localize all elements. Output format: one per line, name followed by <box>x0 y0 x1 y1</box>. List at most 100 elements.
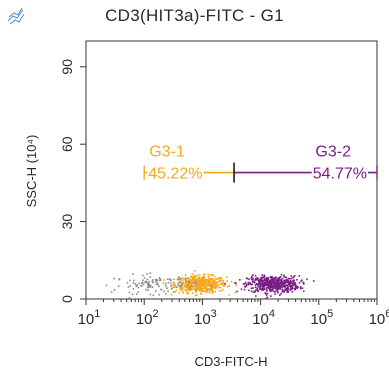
event-point-g3-1 <box>186 282 188 285</box>
event-point-g3-2 <box>293 276 295 278</box>
event-point-g3-1 <box>214 275 216 278</box>
chart-title: CD3(HIT3a)-FITC - G1 <box>105 6 284 25</box>
event-point-debris <box>177 284 180 286</box>
event-point-g3-1 <box>195 282 197 285</box>
event-point-g3-1 <box>197 283 199 285</box>
event-point-g3-2 <box>245 277 248 280</box>
event-point-g3-1 <box>193 281 196 283</box>
event-point-g3-2 <box>275 287 277 290</box>
event-point-g3-1 <box>179 289 182 291</box>
gate-name-label: G3-2 <box>315 144 351 161</box>
event-point-g3-1 <box>226 285 229 288</box>
event-point-g3-1 <box>211 287 214 290</box>
event-point-g3-2 <box>281 282 283 284</box>
event-point-debris <box>163 290 165 293</box>
event-point-g3-2 <box>279 282 282 284</box>
event-point-g3-1 <box>188 279 190 281</box>
event-point-g3-1 <box>205 290 207 293</box>
event-point-g3-1 <box>206 289 208 291</box>
event-point-g3-1 <box>218 279 221 282</box>
event-point-g3-2 <box>286 281 289 283</box>
event-point-g3-2 <box>261 287 264 289</box>
event-point-g3-1 <box>173 286 176 289</box>
event-point-g3-2 <box>252 287 254 289</box>
event-point-g3-1 <box>225 276 228 278</box>
event-point-g3-2 <box>259 283 262 285</box>
event-point-debris <box>181 282 184 285</box>
event-point-g3-2 <box>275 285 278 287</box>
event-point-g3-1 <box>195 291 197 293</box>
event-point-g3-2 <box>271 284 273 287</box>
event-point-g3-2 <box>239 279 241 281</box>
event-point-g3-2 <box>267 283 270 285</box>
event-point-g3-2 <box>252 279 254 281</box>
event-point-debris <box>154 290 157 292</box>
event-point-g3-1 <box>190 280 192 283</box>
event-point-debris <box>132 282 135 284</box>
event-point-debris <box>177 278 180 281</box>
event-point-g3-2 <box>293 275 296 277</box>
event-point-g3-1 <box>189 276 192 278</box>
event-point-g3-1 <box>212 285 215 287</box>
event-point-g3-1 <box>218 289 221 292</box>
event-point-g3-2 <box>263 287 266 289</box>
event-point-g3-2 <box>274 285 276 288</box>
event-point-g3-2 <box>242 283 245 285</box>
event-point-g3-1 <box>218 277 221 280</box>
event-point-g3-1 <box>214 287 216 289</box>
event-point-debris <box>146 286 149 289</box>
event-point-g3-1 <box>209 281 212 284</box>
event-point-debris <box>135 284 138 286</box>
event-point-g3-2 <box>245 283 248 285</box>
event-point-g3-2 <box>263 288 266 290</box>
event-point-g3-2 <box>250 278 253 281</box>
event-point-debris <box>149 272 152 274</box>
event-point-g3-1 <box>198 280 201 282</box>
events-layer <box>105 270 315 300</box>
event-point-g3-2 <box>293 279 295 281</box>
y-tick-label: 90 <box>59 59 75 75</box>
x-tick-label: 103 <box>194 308 217 328</box>
event-point-g3-2 <box>274 281 277 284</box>
y-tick-label: 30 <box>59 214 75 230</box>
event-point-g3-2 <box>277 288 279 291</box>
event-point-g3-2 <box>271 278 273 280</box>
event-point-g3-2 <box>269 289 272 292</box>
event-point-g3-2 <box>252 277 254 280</box>
event-point-g3-1 <box>208 277 210 279</box>
event-point-g3-2 <box>250 277 253 279</box>
event-point-g3-2 <box>252 281 254 283</box>
event-point-g3-2 <box>267 286 269 289</box>
event-point-g3-1 <box>214 285 216 288</box>
event-point-g3-2 <box>252 274 254 276</box>
event-point-g3-1 <box>191 278 194 280</box>
event-point-debris <box>210 285 213 287</box>
event-point-g3-2 <box>268 283 270 286</box>
event-point-g3-1 <box>214 284 216 287</box>
event-point-g3-1 <box>178 292 181 294</box>
event-point-g3-1 <box>214 282 217 285</box>
event-point-g3-2 <box>269 276 271 279</box>
event-point-debris <box>178 278 181 281</box>
event-point-g3-2 <box>272 290 275 292</box>
event-point-debris <box>159 278 162 280</box>
event-point-g3-1 <box>223 284 225 287</box>
event-point-g3-2 <box>302 281 305 284</box>
event-point-g3-2 <box>276 281 278 284</box>
event-point-g3-2 <box>271 289 273 292</box>
event-point-g3-2 <box>287 288 289 290</box>
event-point-g3-1 <box>187 280 190 282</box>
event-point-g3-2 <box>287 289 289 292</box>
event-point-g3-2 <box>297 286 299 288</box>
event-point-debris <box>195 290 197 292</box>
event-point-g3-2 <box>266 277 268 279</box>
event-point-g3-1 <box>177 282 180 284</box>
event-point-g3-2 <box>277 286 280 288</box>
event-point-g3-1 <box>191 273 194 275</box>
event-point-g3-1 <box>189 285 191 287</box>
event-point-g3-2 <box>282 281 285 284</box>
event-point-debris <box>129 279 131 282</box>
event-point-g3-1 <box>235 284 237 287</box>
event-point-g3-1 <box>194 274 196 277</box>
event-point-debris <box>142 274 144 277</box>
